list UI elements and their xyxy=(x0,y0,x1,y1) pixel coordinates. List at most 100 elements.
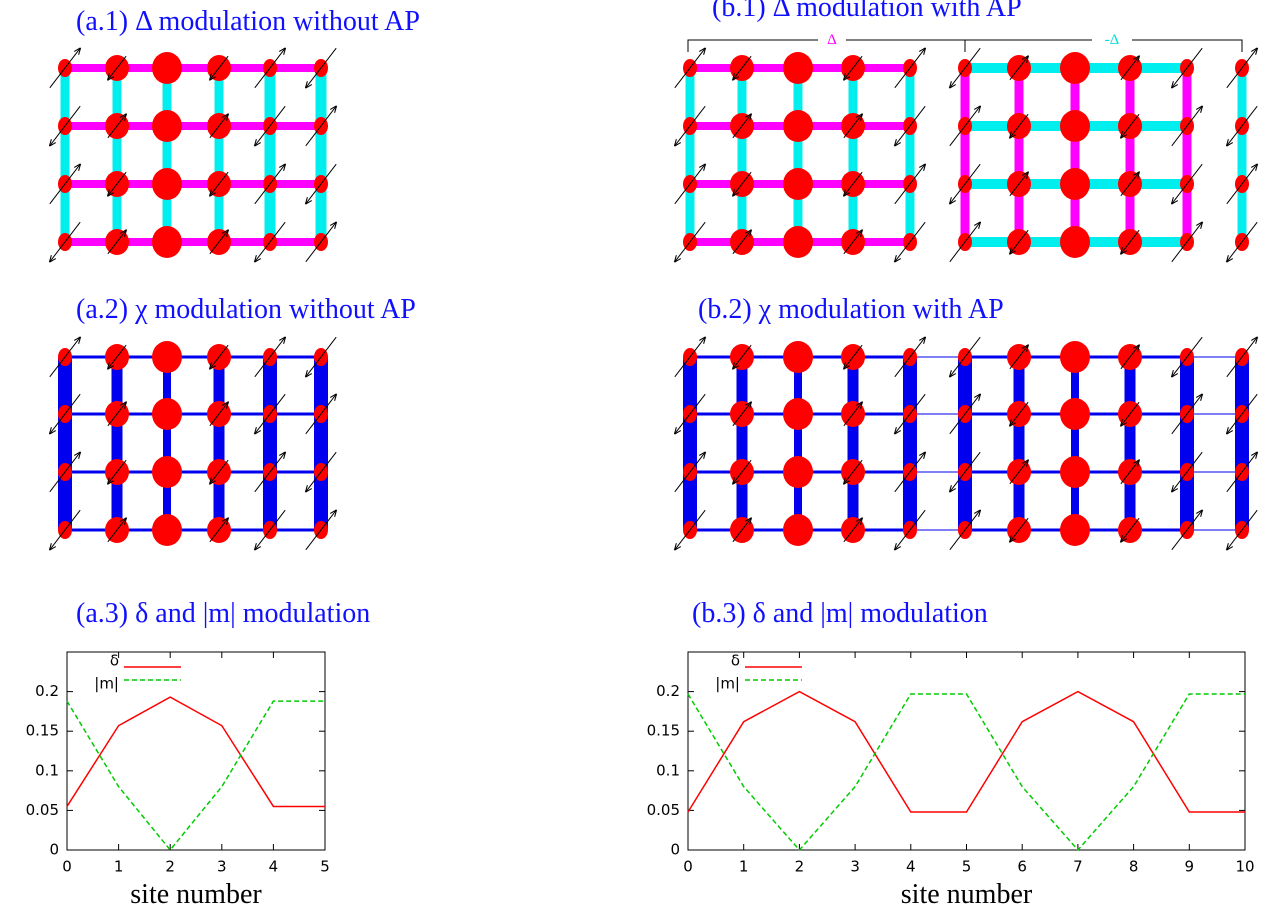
site xyxy=(1060,226,1090,258)
spin xyxy=(305,222,336,263)
site xyxy=(1060,168,1090,200)
spin xyxy=(674,164,705,205)
spin xyxy=(733,55,752,80)
spin xyxy=(49,48,80,89)
series-line xyxy=(687,693,1245,852)
spin xyxy=(732,518,751,543)
y-tick-label: 0 xyxy=(49,841,59,859)
site xyxy=(783,341,813,373)
spin xyxy=(843,230,862,255)
spin xyxy=(209,402,228,427)
legend-label: δ xyxy=(731,652,740,670)
spin xyxy=(674,452,705,493)
site xyxy=(152,341,182,373)
site xyxy=(783,456,813,488)
site xyxy=(152,398,182,430)
series-line xyxy=(66,696,325,808)
site xyxy=(1060,514,1090,546)
site xyxy=(152,226,182,258)
series-line xyxy=(66,700,325,852)
y-tick-label: 0.15 xyxy=(26,722,59,740)
spin xyxy=(1120,172,1139,197)
spin xyxy=(108,459,127,484)
y-tick-label: 0.15 xyxy=(647,722,680,740)
site xyxy=(152,110,182,142)
spin xyxy=(1171,394,1202,435)
spin xyxy=(1009,345,1028,370)
spin xyxy=(306,47,337,88)
spin xyxy=(210,171,229,196)
site xyxy=(1060,52,1090,84)
spin xyxy=(107,114,126,139)
site xyxy=(152,514,182,546)
spin xyxy=(210,459,229,484)
spin xyxy=(675,393,706,434)
spin xyxy=(1171,222,1202,263)
spin xyxy=(843,402,862,427)
x-tick-label: 4 xyxy=(906,858,916,876)
y-tick-label: 0.1 xyxy=(656,761,680,779)
site xyxy=(783,110,813,142)
spin xyxy=(844,171,863,196)
panel-title: (a.1) Δ modulation without AP xyxy=(76,6,420,37)
site xyxy=(783,52,813,84)
spin xyxy=(50,221,81,262)
site xyxy=(152,52,182,84)
spin xyxy=(844,55,863,80)
spin xyxy=(733,459,752,484)
spin xyxy=(675,509,706,550)
spin xyxy=(255,509,286,550)
spin xyxy=(210,55,229,80)
spin xyxy=(1227,221,1258,262)
spin xyxy=(733,344,752,369)
spin xyxy=(950,47,981,88)
x-axis-label: site number xyxy=(901,879,1033,910)
y-tick-label: 0.1 xyxy=(35,761,59,779)
spin xyxy=(1227,105,1258,146)
spin xyxy=(1010,113,1029,138)
site xyxy=(1060,110,1090,142)
chart-title: (a.3) δ and |m| modulation xyxy=(76,598,370,629)
plot-frame xyxy=(66,651,326,851)
spin xyxy=(674,48,705,89)
panel-title: (a.2) χ modulation without AP xyxy=(76,294,416,325)
spin xyxy=(949,106,980,147)
spin xyxy=(844,459,863,484)
site xyxy=(783,514,813,546)
spin xyxy=(1009,56,1028,81)
x-tick-label: 5 xyxy=(962,858,972,876)
spin xyxy=(50,105,81,146)
x-tick-label: 6 xyxy=(1017,858,1027,876)
site xyxy=(1060,456,1090,488)
spin xyxy=(49,452,80,493)
spin xyxy=(1009,460,1028,485)
spin xyxy=(894,164,925,205)
spin xyxy=(108,344,127,369)
bracket xyxy=(687,39,1243,52)
spin xyxy=(1121,229,1140,254)
spin xyxy=(305,394,336,435)
spin xyxy=(50,509,81,550)
spin xyxy=(1226,48,1257,89)
spin xyxy=(732,402,751,427)
spin xyxy=(732,114,751,139)
spin xyxy=(1010,229,1029,254)
spin xyxy=(1172,163,1203,204)
spin xyxy=(894,48,925,89)
x-axis-label: site number xyxy=(130,879,262,910)
x-tick-label: 8 xyxy=(1129,858,1139,876)
bracket-label: Δ xyxy=(827,32,837,48)
x-tick-label: 2 xyxy=(165,858,175,876)
spin xyxy=(306,451,337,492)
spin xyxy=(255,393,286,434)
spin xyxy=(1121,113,1140,138)
spin xyxy=(255,105,286,146)
site xyxy=(152,168,182,200)
panel-title: (b.2) χ modulation with AP xyxy=(698,294,1004,325)
spin xyxy=(895,509,926,550)
plot-frame xyxy=(687,651,1246,851)
spin xyxy=(107,518,126,543)
spin xyxy=(209,114,228,139)
legend-label: |m| xyxy=(94,675,119,693)
spin xyxy=(1172,451,1203,492)
